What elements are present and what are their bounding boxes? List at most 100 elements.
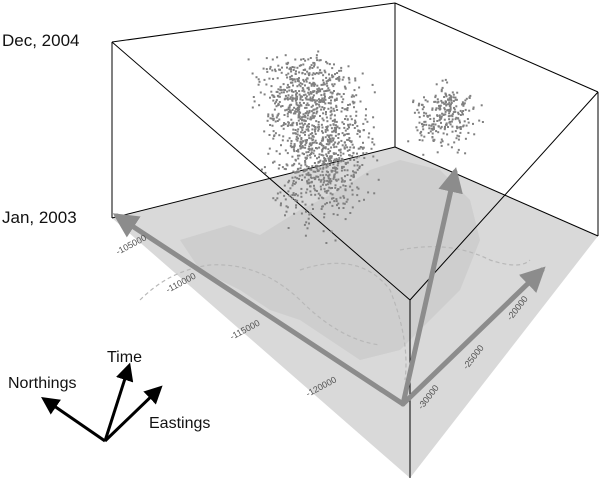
event-point: [271, 113, 274, 116]
event-point: [328, 73, 330, 76]
event-point: [327, 79, 329, 82]
event-point: [266, 119, 269, 122]
event-point: [307, 178, 310, 181]
event-point: [338, 79, 341, 82]
event-point: [420, 130, 423, 133]
event-point: [288, 67, 291, 70]
event-point: [290, 89, 293, 92]
event-point: [301, 118, 304, 121]
event-point: [335, 152, 337, 155]
event-point: [421, 122, 423, 125]
event-point: [317, 121, 320, 123]
event-point: [331, 119, 334, 122]
event-point: [298, 111, 301, 113]
event-point: [300, 164, 303, 167]
event-point: [291, 122, 294, 125]
event-point: [320, 123, 323, 126]
event-point: [309, 133, 312, 136]
event-point: [346, 161, 349, 164]
event-point: [299, 82, 302, 85]
event-point: [372, 155, 375, 158]
event-point: [340, 180, 343, 183]
event-point: [296, 177, 299, 180]
event-point: [441, 112, 444, 115]
event-point: [435, 130, 438, 133]
event-point: [318, 98, 320, 101]
event-point: [311, 147, 314, 150]
event-point: [309, 66, 312, 69]
event-point: [298, 134, 301, 137]
event-point: [441, 140, 444, 143]
event-point: [336, 93, 339, 96]
event-point: [325, 191, 328, 194]
event-point: [308, 222, 310, 225]
event-point: [303, 119, 306, 122]
event-point: [439, 141, 442, 144]
event-point: [433, 100, 436, 103]
event-point: [326, 129, 329, 132]
event-point: [330, 106, 333, 109]
event-point: [459, 127, 462, 130]
event-point: [280, 71, 283, 74]
event-point: [355, 156, 358, 159]
event-point: [302, 102, 305, 104]
event-point: [356, 125, 359, 128]
event-point: [341, 144, 344, 147]
event-point: [307, 134, 310, 137]
event-point: [267, 113, 270, 116]
event-point: [302, 131, 305, 134]
event-point: [472, 122, 474, 125]
event-point: [275, 116, 278, 119]
event-point: [448, 104, 451, 107]
event-point: [286, 96, 289, 99]
event-point: [432, 128, 435, 131]
event-point: [338, 75, 341, 78]
event-point: [271, 58, 274, 61]
event-point: [315, 56, 318, 59]
event-point: [428, 127, 431, 130]
event-point: [358, 200, 361, 203]
event-point: [454, 118, 457, 121]
eastings-arrow: [103, 385, 163, 443]
event-point: [312, 96, 314, 99]
event-point: [295, 135, 298, 138]
event-point: [258, 80, 261, 83]
event-point: [306, 182, 309, 185]
event-point: [432, 140, 435, 142]
event-point: [346, 138, 349, 141]
event-point: [335, 167, 337, 169]
event-point: [341, 165, 344, 168]
event-point: [453, 141, 456, 144]
event-point: [304, 97, 307, 100]
event-point: [255, 76, 258, 79]
event-point: [291, 176, 294, 179]
event-point: [312, 115, 315, 118]
event-point: [320, 188, 323, 191]
northings-axis-line: [112, 213, 406, 407]
event-point: [322, 166, 325, 169]
event-point: [272, 99, 275, 102]
event-point: [351, 206, 354, 209]
event-point: [290, 70, 293, 73]
event-point: [326, 155, 329, 158]
event-point: [298, 106, 301, 109]
event-point: [323, 90, 326, 93]
event-point: [318, 156, 320, 159]
event-point: [445, 122, 448, 125]
event-point: [304, 146, 307, 149]
event-point: [431, 132, 434, 135]
event-point: [308, 93, 311, 96]
event-point: [455, 98, 458, 101]
event-point: [363, 157, 366, 159]
event-point: [294, 199, 297, 202]
event-point: [463, 120, 466, 123]
event-point: [327, 157, 330, 160]
event-point: [349, 178, 352, 181]
event-point: [448, 115, 451, 118]
event-point: [301, 99, 304, 102]
event-point: [279, 68, 281, 71]
event-point: [302, 58, 305, 60]
event-point: [290, 77, 293, 80]
event-point: [348, 126, 350, 129]
event-point: [289, 187, 292, 190]
